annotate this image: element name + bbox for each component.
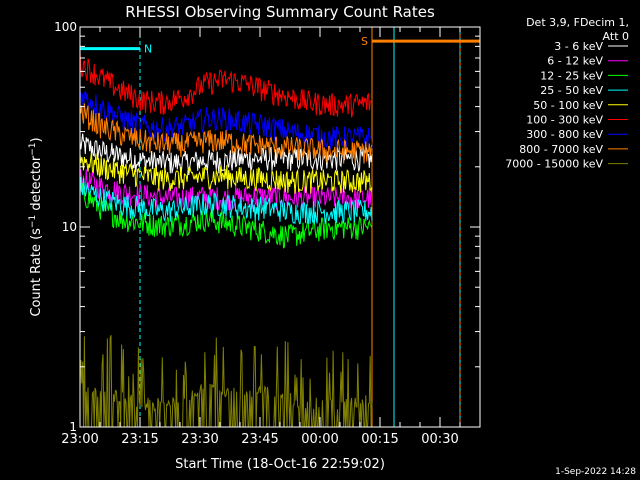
x-tick-label-1: 23:15	[121, 432, 158, 447]
series-layer	[79, 52, 373, 428]
series-line-1	[79, 169, 373, 211]
y-tick-label-1: 10	[62, 220, 77, 234]
annotation-label-1: S	[361, 35, 368, 48]
x-axis-label: Start Time (18-Oct-16 22:59:02)	[175, 457, 385, 472]
legend-label-3: 25 - 50 keV	[540, 84, 603, 97]
legend: Det 3,9, FDecim 1,Att 03 - 6 keV 6 - 12 k…	[505, 16, 629, 171]
series-line-7	[79, 103, 373, 164]
x-tick-label-6: 00:30	[421, 432, 458, 447]
y-axis-label-prefix: Count Rate (s	[29, 228, 44, 317]
x-ticks: 23:00 23:15 23:30 23:45 00:00 00:15 00:30	[61, 27, 481, 447]
x-tick-label-0: 23:00	[61, 432, 98, 447]
render-timestamp: 1-Sep-2022 14:28	[555, 467, 636, 477]
y-axis-label-mid: detector	[29, 155, 44, 215]
y-axis-label-exp1: −1	[28, 215, 38, 228]
legend-header-0: Det 3,9, FDecim 1,	[526, 16, 629, 29]
legend-header-1: Att 0	[603, 30, 629, 43]
y-axis-label-exp2: −1	[28, 142, 38, 155]
x-tick-label-5: 00:15	[361, 432, 398, 447]
legend-label-2: 12 - 25 keV	[540, 69, 603, 82]
y-axis-label-suffix: )	[29, 137, 44, 142]
legend-label-1: 6 - 12 keV	[547, 55, 603, 68]
legend-label-6: 300 - 800 keV	[526, 128, 603, 141]
series-line-5	[79, 52, 373, 118]
annotations-layer: NS	[80, 35, 480, 56]
y-tick-label-0: 1	[69, 420, 77, 434]
legend-label-7: 800 - 7000 keV	[519, 143, 603, 156]
legend-label-5: 100 - 300 keV	[526, 114, 603, 127]
chart-title: RHESSI Observing Summary Count Rates	[125, 3, 435, 21]
annotation-label-0: N	[144, 43, 152, 56]
x-tick-label-2: 23:30	[181, 432, 218, 447]
legend-label-4: 50 - 100 keV	[533, 99, 603, 112]
legend-label-0: 3 - 6 keV	[554, 40, 603, 53]
legend-label-8: 7000 - 15000 keV	[505, 158, 603, 171]
y-tick-label-2: 100	[54, 20, 77, 34]
y-axis-label: Count Rate (s−1 detector−1)	[28, 137, 44, 316]
series-line-4	[79, 152, 373, 194]
x-tick-label-4: 00:00	[301, 432, 338, 447]
series-line-2	[79, 182, 373, 249]
y-ticks: 1 10 100	[54, 20, 480, 434]
series-line-3	[79, 176, 373, 225]
x-tick-label-3: 23:45	[241, 432, 278, 447]
